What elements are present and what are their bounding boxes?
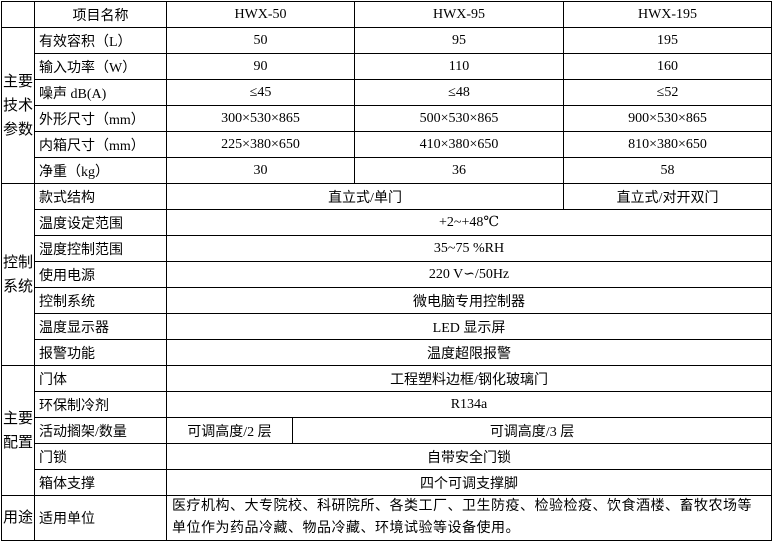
- header-model: HWX-95: [354, 1, 565, 28]
- table-row: 温度设定范围 +2~+48℃: [2, 209, 772, 236]
- row-label: 款式结构: [34, 183, 167, 210]
- table-row: 门锁 自带安全门锁: [2, 443, 772, 470]
- cell-value: 工程塑料边框/钢化玻璃门: [165, 365, 772, 392]
- cell-value: 810×380×650: [563, 131, 772, 158]
- cell-value: 温度超限报警: [165, 339, 772, 366]
- row-label: 净重（kg）: [34, 157, 167, 184]
- cell-value: 90: [165, 53, 356, 80]
- table-row: 使用电源 220 V∽/50Hz: [2, 261, 772, 288]
- cell-value: 225×380×650: [165, 131, 356, 158]
- cell-value: 95: [354, 27, 565, 54]
- header-item: 项目名称: [34, 1, 167, 28]
- cell-value: +2~+48℃: [165, 209, 772, 236]
- cell-value: ≤45: [165, 79, 356, 106]
- corner-cell: [1, 1, 35, 28]
- category-usage: 用途: [1, 495, 35, 541]
- row-label: 箱体支撑: [34, 469, 167, 496]
- cell-value: R134a: [165, 391, 772, 418]
- table-row: 内箱尺寸（mm） 225×380×650 410×380×650 810×380…: [2, 131, 772, 158]
- table-row: 湿度控制范围 35~75 %RH: [2, 235, 772, 262]
- cell-value: ≤52: [563, 79, 772, 106]
- row-label: 报警功能: [34, 339, 167, 366]
- header-row: 项目名称 HWX-50 HWX-95 HWX-195: [1, 1, 772, 28]
- cell-value: 410×380×650: [354, 131, 565, 158]
- cell-value: 医疗机构、大专院校、科研院所、各类工厂、卫生防疫、检验检疫、饮食酒楼、畜牧农场等…: [165, 495, 772, 541]
- cell-value: 195: [563, 27, 772, 54]
- row-label: 活动搁架/数量: [34, 417, 167, 444]
- cell-value: 可调高度/2 层: [166, 417, 293, 444]
- category-control: 控制系统: [1, 183, 35, 366]
- table-row: 主要配置 门体 工程塑料边框/钢化玻璃门: [1, 365, 772, 496]
- table-row: 控制系统 微电脑专用控制器: [2, 287, 772, 314]
- table-row: 用途 适用单位 医疗机构、大专院校、科研院所、各类工厂、卫生防疫、检验检疫、饮食…: [1, 495, 772, 541]
- table-row: 温度显示器 LED 显示屏: [2, 313, 772, 340]
- row-label: 湿度控制范围: [34, 235, 167, 262]
- row-label: 外形尺寸（mm）: [34, 105, 167, 132]
- cell-value: 30: [165, 157, 356, 184]
- table-row: 环保制冷剂 R134a: [2, 391, 772, 418]
- table-row: 报警功能 温度超限报警: [2, 339, 772, 366]
- cell-value: 36: [354, 157, 565, 184]
- row-label: 输入功率（W）: [34, 53, 167, 80]
- cell-value: 直立式/单门: [165, 183, 565, 210]
- cell-value: 160: [563, 53, 772, 80]
- cell-value: 110: [354, 53, 565, 80]
- table-row: 输入功率（W） 90 110 160: [2, 53, 772, 80]
- table-row: 箱体支撑 四个可调支撑脚: [2, 469, 772, 496]
- cell-value: 900×530×865: [563, 105, 772, 132]
- header-model: HWX-50: [165, 1, 356, 28]
- cell-value: 58: [563, 157, 772, 184]
- table-row: 外形尺寸（mm） 300×530×865 500×530×865 900×530…: [2, 105, 772, 132]
- cell-value: ≤48: [354, 79, 565, 106]
- cell-value: 四个可调支撑脚: [165, 469, 772, 496]
- table-row: 主要技术参数 有效容积（L） 50 95 195: [1, 27, 772, 184]
- category-config: 主要配置: [1, 365, 35, 496]
- row-label: 有效容积（L）: [34, 27, 167, 54]
- row-label: 环保制冷剂: [34, 391, 167, 418]
- cell-value: 500×530×865: [354, 105, 565, 132]
- cell-value: 直立式/对开双门: [563, 183, 772, 210]
- cell-value: 50: [165, 27, 356, 54]
- table-row: 噪声 dB(A) ≤45 ≤48 ≤52: [2, 79, 772, 106]
- cell-value: LED 显示屏: [165, 313, 772, 340]
- cell-value: 自带安全门锁: [165, 443, 772, 470]
- cell-value: 300×530×865: [165, 105, 356, 132]
- row-label: 内箱尺寸（mm）: [34, 131, 167, 158]
- row-label: 使用电源: [34, 261, 167, 288]
- row-label: 门锁: [34, 443, 167, 470]
- row-label: 温度显示器: [34, 313, 167, 340]
- cell-value: 220 V∽/50Hz: [165, 261, 772, 288]
- table-row: 控制系统 款式结构 直立式/单门 直立式/对开双门: [1, 183, 772, 366]
- cell-value: 可调高度/3 层: [291, 417, 772, 444]
- row-label: 控制系统: [34, 287, 167, 314]
- row-label: 适用单位: [34, 495, 167, 541]
- row-label: 门体: [34, 365, 167, 392]
- table-row: 净重（kg） 30 36 58: [2, 157, 772, 184]
- cell-value: 微电脑专用控制器: [165, 287, 772, 314]
- table-row: 活动搁架/数量 可调高度/2 层 可调高度/3 层: [2, 417, 772, 444]
- cell-value: 35~75 %RH: [165, 235, 772, 262]
- category-tech: 主要技术参数: [1, 27, 35, 184]
- header-model: HWX-195: [563, 1, 772, 28]
- row-label: 噪声 dB(A): [34, 79, 167, 106]
- row-label: 温度设定范围: [34, 209, 167, 236]
